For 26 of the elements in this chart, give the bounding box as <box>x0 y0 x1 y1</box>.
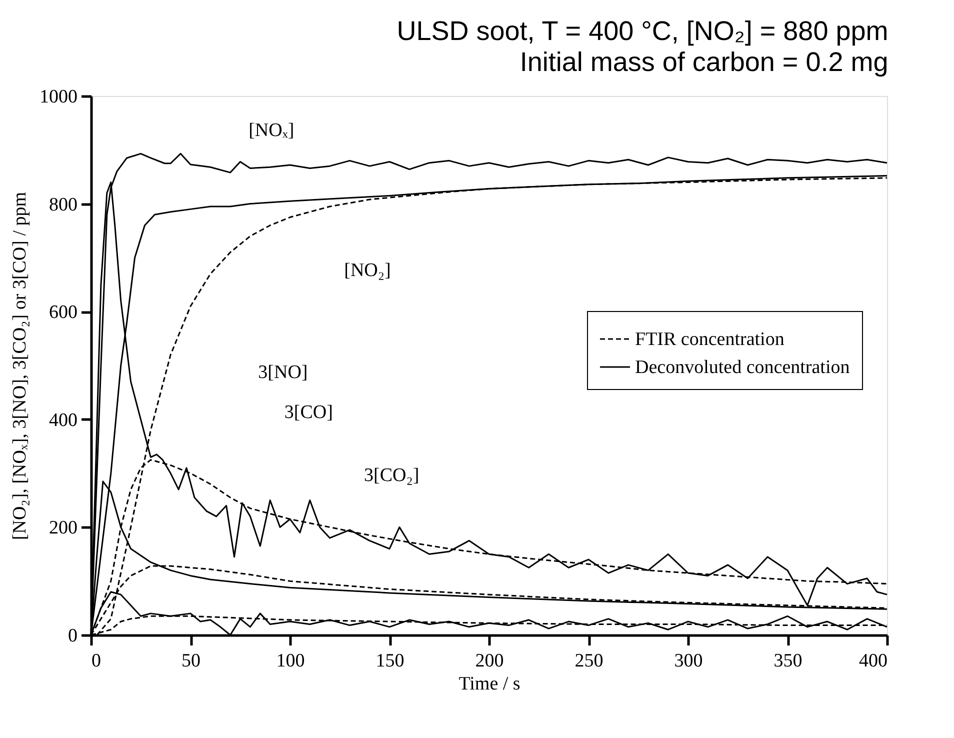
x-tick-label: 0 <box>92 650 101 672</box>
y-tick-label: 600 <box>49 302 78 324</box>
x-tick-label: 50 <box>182 650 200 672</box>
chart-subtitle: Initial mass of carbon = 0.2 mg <box>520 47 888 77</box>
y-tick-label: 200 <box>49 518 78 539</box>
y-axis-title: [NO₂], [NOₓ], 3[NO], 3[CO₂] or 3[CO] / ppm <box>10 192 30 540</box>
y-tick-label: 0 <box>68 626 78 646</box>
x-tick-label: 200 <box>475 650 504 672</box>
x-tick-label: 150 <box>376 650 404 672</box>
x-tick-label: 350 <box>774 650 802 672</box>
x-tick-label: 100 <box>276 650 305 672</box>
x-tick-label: 250 <box>574 650 604 672</box>
y-tick-label: 800 <box>49 194 78 216</box>
x-axis-title: Time / s <box>458 674 520 694</box>
x-tick-label: 400 <box>859 650 888 672</box>
annotation: 3[CO₂] <box>364 464 420 486</box>
legend-label: Deconvoluted concentration <box>635 357 850 378</box>
annotation: 3[CO] <box>284 402 333 423</box>
legend-label: FTIR concentration <box>635 329 785 350</box>
annotation: 3[NO] <box>258 362 308 383</box>
y-tick-label: 1000 <box>40 86 78 108</box>
chart-title: ULSD soot, T = 400 °C, [NO₂] = 880 ppm <box>396 16 888 46</box>
annotation: [NO₂] <box>344 260 391 282</box>
y-tick-label: 400 <box>49 410 78 431</box>
x-tick-label: 300 <box>674 650 703 672</box>
annotation: [NOₓ] <box>248 120 294 141</box>
